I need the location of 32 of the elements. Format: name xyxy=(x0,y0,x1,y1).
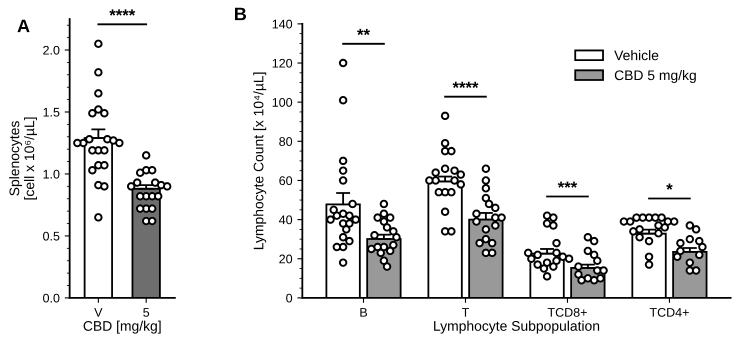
y-axis-title: Splenocytes [cell x 10⁶/µL] xyxy=(9,117,37,200)
chart-title: B xyxy=(235,8,246,20)
x-tick-label: 5 xyxy=(143,308,150,317)
annotation: **** xyxy=(452,82,478,88)
y-tick-label: 0.0 xyxy=(43,294,60,303)
x-axis-title: Lymphocyte Subpopulation xyxy=(434,320,600,334)
legend-label: Vehicle xyxy=(614,50,658,60)
x-tick-label: TCD4+ xyxy=(650,308,689,317)
y-tick-label: 1.5 xyxy=(44,108,60,117)
y-tick-label: 120 xyxy=(272,58,292,68)
text: **** xyxy=(109,9,136,16)
y-tick-label: 0.5 xyxy=(43,232,60,241)
x-axis-title: CBD [mg/kg] xyxy=(84,320,161,334)
y-tick-label: 20 xyxy=(279,254,292,264)
y-tick-label: 1.0 xyxy=(44,170,60,179)
annotation: *** xyxy=(558,182,578,188)
legend-label: CBD 5 mg/kg xyxy=(614,70,696,83)
y-tick-label: 80 xyxy=(279,137,292,146)
y-tick-label: 2.0 xyxy=(43,46,60,55)
x-tick-label: T xyxy=(462,308,470,317)
y-tick-label: 40 xyxy=(278,215,292,224)
x-tick-label: V xyxy=(94,308,102,317)
x-tick-label: TCD8+ xyxy=(548,308,587,317)
y-tick-label: 0 xyxy=(286,294,292,303)
y-tick-label: 100 xyxy=(272,98,292,107)
y-tick-label: 60 xyxy=(279,176,292,186)
annotation: ** xyxy=(357,28,370,36)
x-tick-label: B xyxy=(360,308,368,317)
annotation: * xyxy=(666,184,673,190)
chart-title: A xyxy=(17,20,30,32)
y-tick-label: 140 xyxy=(272,20,292,29)
y-axis-title: Lymphocyte Count [x 10⁴/µL] xyxy=(253,72,266,250)
